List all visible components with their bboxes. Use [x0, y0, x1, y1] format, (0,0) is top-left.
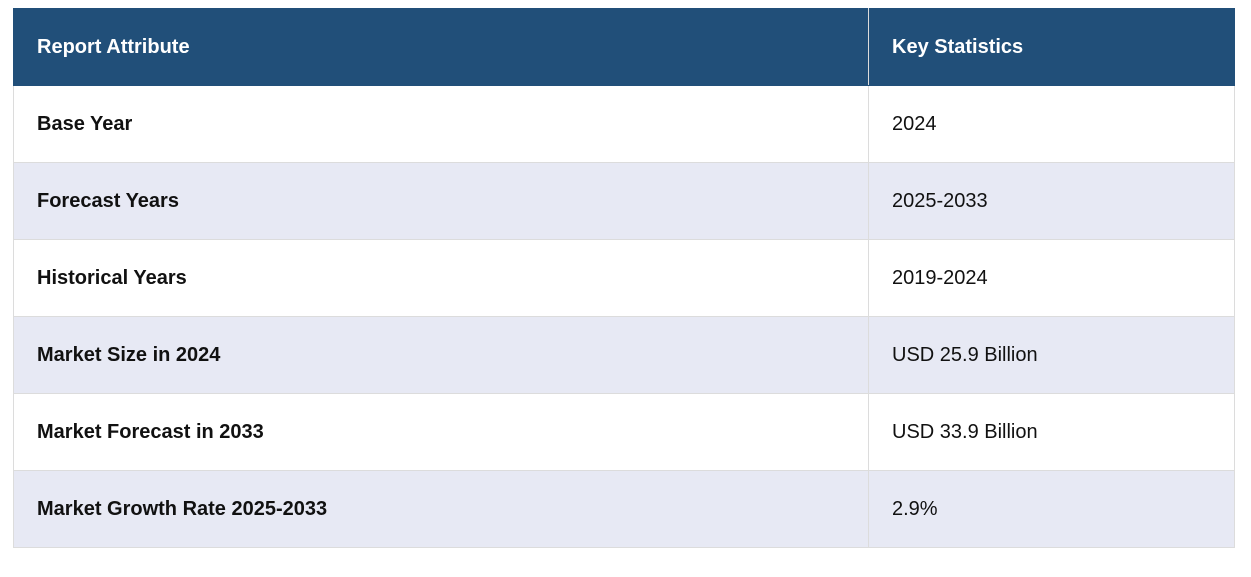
attribute-cell: Market Forecast in 2033: [13, 393, 869, 471]
row: Market Forecast in 2033 USD 33.9 Billion: [13, 393, 1235, 471]
row: Historical Years 2019-2024: [13, 239, 1235, 317]
attribute-cell: Historical Years: [13, 239, 869, 317]
attribute-cell: Market Size in 2024: [13, 316, 869, 394]
attribute-cell: Base Year: [13, 85, 869, 163]
attribute-cell: Forecast Years: [13, 162, 869, 240]
header-cell: Report Attribute: [13, 8, 869, 86]
row: Base Year 2024: [13, 85, 1235, 163]
value-cell: USD 25.9 Billion: [868, 316, 1235, 394]
value-cell: 2025-2033: [868, 162, 1235, 240]
row: Market Size in 2024 USD 25.9 Billion: [13, 316, 1235, 394]
header-cell: Key Statistics: [868, 8, 1235, 86]
value-cell: USD 33.9 Billion: [868, 393, 1235, 471]
table-body: Base Year 2024 Forecast Years 2025-2033 Hist…: [13, 85, 1235, 548]
stats-table: Report Attribute Key Statistics Base Yea…: [13, 8, 1235, 548]
row: Forecast Years 2025-2033: [13, 162, 1235, 240]
value-cell: 2019-2024: [868, 239, 1235, 317]
value-cell: 2.9%: [868, 470, 1235, 548]
attribute-cell: Market Growth Rate 2025-2033: [13, 470, 869, 548]
value-cell: 2024: [868, 85, 1235, 163]
row: Market Growth Rate 2025-2033 2.9%: [13, 470, 1235, 548]
header-row: Report Attribute Key Statistics: [13, 8, 1235, 86]
